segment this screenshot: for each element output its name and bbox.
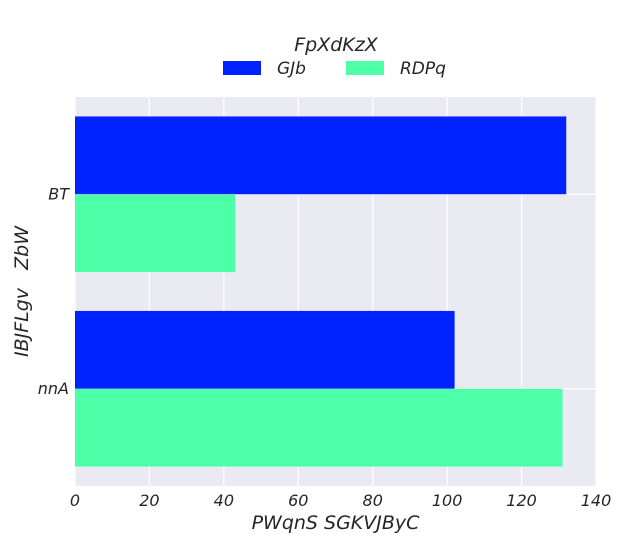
x-tick-label: 120: [506, 491, 537, 510]
legend-label-gjb: GJb: [277, 59, 306, 79]
bars: [75, 116, 567, 467]
x-tick-label: 80: [363, 491, 383, 510]
y-tick-labels: BT nnA: [38, 184, 70, 398]
bar-gjb-bt: [75, 116, 567, 195]
x-tick-label: 140: [581, 491, 612, 510]
legend-label-rdpq: RDPq: [400, 59, 446, 79]
bar-gjb-nna: [75, 310, 455, 389]
bar-rdpq-bt: [75, 194, 236, 273]
x-axis-label: PWqnS SGKVJByC: [252, 512, 421, 534]
legend-title: FpXdKzX: [294, 34, 378, 56]
x-tick-label: 0: [70, 491, 80, 510]
legend: FpXdKzX GJb RDPq: [223, 34, 446, 79]
x-tick-labels: 0 20 40 60 80 100 120 140: [70, 491, 611, 510]
x-tick-label: 60: [288, 491, 308, 510]
legend-swatch-gjb: [223, 61, 261, 75]
y-tick-label: nnA: [38, 379, 69, 398]
y-tick-label: BT: [48, 184, 70, 203]
bar-rdpq-nna: [75, 388, 563, 467]
x-tick-label: 40: [214, 491, 234, 510]
legend-swatch-rdpq: [346, 61, 384, 75]
x-tick-label: 100: [432, 491, 463, 510]
x-tick-label: 20: [139, 491, 159, 510]
y-axis-label: IBJFLgv ZbW: [11, 225, 33, 357]
